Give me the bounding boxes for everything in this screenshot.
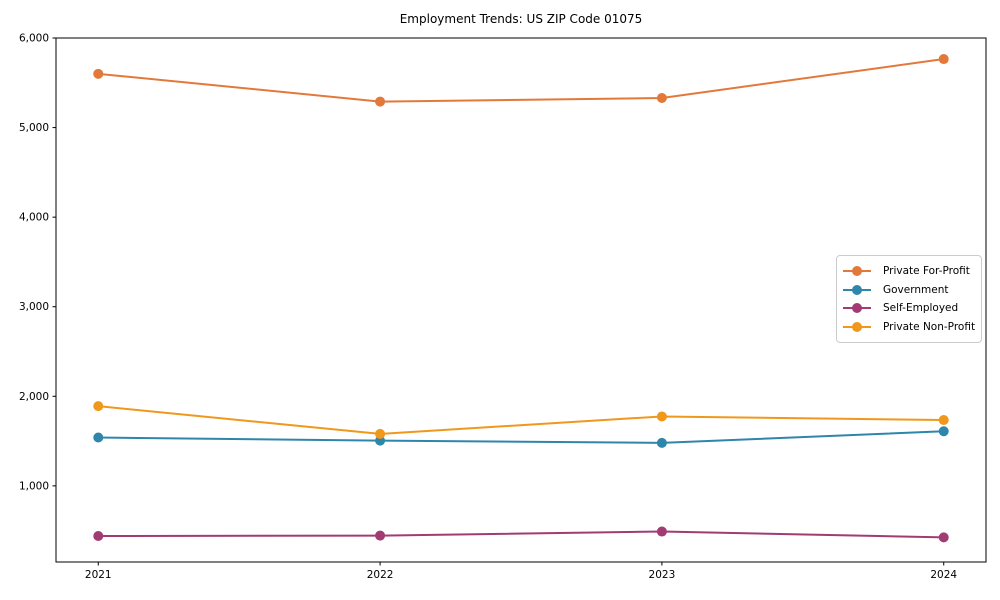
x-tick-label: 2022 [367,569,394,581]
y-tick-label: 4,000 [19,212,49,224]
data-point-government-2023 [656,437,667,448]
series-self-employed [93,526,949,543]
legend-label: Government [883,283,949,296]
data-point-private-for-profit-2021 [93,68,104,79]
legend-item-private-non-profit: Private Non-Profit [843,318,975,337]
x-tick-label: 2021 [85,569,112,581]
legend-marker-self-employed-icon [843,303,871,314]
data-point-private-non-profit-2021 [93,401,104,412]
legend-item-government: Government [843,281,975,300]
series-government [93,426,949,448]
legend-marker-private-for-profit-icon [843,266,871,277]
y-tick-label: 6,000 [19,33,49,45]
data-point-private-non-profit-2024 [938,415,949,426]
y-tick-label: 5,000 [19,122,49,134]
data-point-private-for-profit-2022 [375,96,386,107]
legend-item-self-employed: Self-Employed [843,299,975,318]
data-point-private-for-profit-2024 [938,54,949,65]
legend-label: Private Non-Profit [883,320,976,333]
series-line-private-non-profit [97,405,945,435]
data-point-self-employed-2023 [656,526,667,537]
y-tick-label: 2,000 [19,391,49,403]
legend-label: Private For-Profit [883,265,970,278]
data-point-private-non-profit-2023 [656,411,667,422]
data-point-self-employed-2021 [93,531,104,542]
y-tick-label: 3,000 [19,301,49,313]
y-tick-label: 1,000 [19,480,49,492]
data-point-self-employed-2022 [375,530,386,541]
series-private-non-profit [93,401,949,439]
data-point-private-non-profit-2022 [375,428,386,439]
x-tick-label: 2023 [649,569,676,581]
data-point-government-2021 [93,432,104,443]
legend: Private For-Profit Government Self-Emplo… [836,255,982,343]
data-point-self-employed-2024 [938,532,949,543]
x-tick-label: 2024 [930,569,957,581]
series-line-government [97,430,945,444]
legend-marker-private-non-profit-icon [843,321,871,332]
series-line-self-employed [97,530,945,539]
chart-title: Employment Trends: US ZIP Code 01075 [399,12,643,26]
data-point-government-2024 [938,426,949,437]
legend-label: Self-Employed [883,302,959,315]
data-point-private-for-profit-2023 [656,93,667,104]
series-line-private-for-profit [97,58,945,103]
axes-spines [55,37,987,563]
series-private-for-profit [93,54,949,107]
legend-marker-government-icon [843,284,871,295]
legend-item-private-for-profit: Private For-Profit [843,262,975,281]
